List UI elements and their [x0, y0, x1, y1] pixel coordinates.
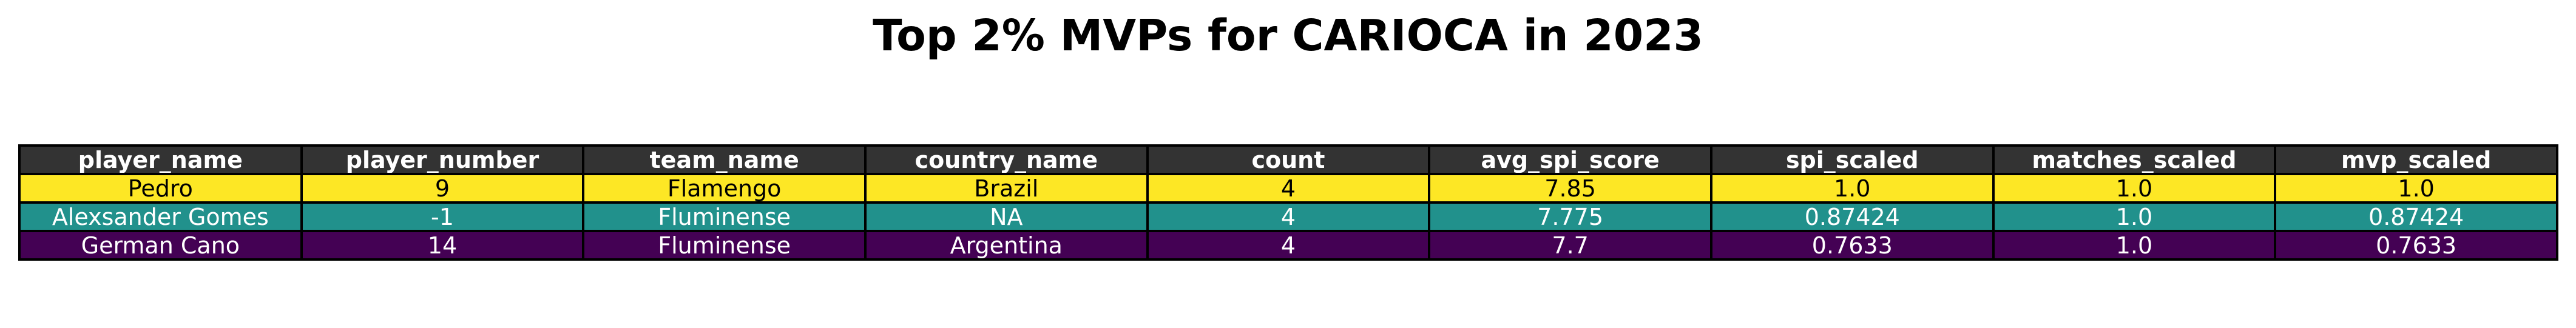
cell-player-number: -1: [300, 201, 585, 232]
table-row: Alexsander Gomes -1 Fluminense NA 4 7.77…: [18, 201, 2558, 232]
mvp-table-container: player_name player_number team_name coun…: [18, 144, 2558, 261]
cell-team-name: Fluminense: [582, 230, 867, 261]
cell-country-name: Brazil: [864, 173, 1149, 204]
header-mvp-scaled: mvp_scaled: [2274, 144, 2558, 175]
cell-mvp-scaled: 0.87424: [2274, 201, 2558, 232]
header-player-name: player_name: [18, 144, 303, 175]
cell-count: 4: [1146, 201, 1431, 232]
cell-spi-scaled: 0.7633: [1709, 230, 1995, 261]
cell-matches-scaled: 1.0: [1992, 173, 2277, 204]
table-row: Pedro 9 Flamengo Brazil 4 7.85 1.0 1.0 1…: [18, 173, 2558, 204]
cell-spi-scaled: 1.0: [1709, 173, 1995, 204]
cell-player-name: German Cano: [18, 230, 303, 261]
header-player-number: player_number: [300, 144, 585, 175]
cell-avg-spi-score: 7.85: [1428, 173, 1712, 204]
cell-player-number: 9: [300, 173, 585, 204]
cell-country-name: NA: [864, 201, 1149, 232]
table-header-row: player_name player_number team_name coun…: [18, 144, 2558, 175]
header-count: count: [1146, 144, 1431, 175]
header-spi-scaled: spi_scaled: [1709, 144, 1995, 175]
cell-player-name: Pedro: [18, 173, 303, 204]
cell-mvp-scaled: 0.7633: [2274, 230, 2558, 261]
cell-team-name: Fluminense: [582, 201, 867, 232]
cell-matches-scaled: 1.0: [1992, 230, 2277, 261]
table-row: German Cano 14 Fluminense Argentina 4 7.…: [18, 230, 2558, 261]
cell-player-name: Alexsander Gomes: [18, 201, 303, 232]
cell-avg-spi-score: 7.775: [1428, 201, 1712, 232]
cell-country-name: Argentina: [864, 230, 1149, 261]
mvp-table: player_name player_number team_name coun…: [18, 144, 2558, 261]
cell-player-number: 14: [300, 230, 585, 261]
cell-mvp-scaled: 1.0: [2274, 173, 2558, 204]
header-avg-spi-score: avg_spi_score: [1428, 144, 1712, 175]
cell-matches-scaled: 1.0: [1992, 201, 2277, 232]
header-country-name: country_name: [864, 144, 1149, 175]
header-matches-scaled: matches_scaled: [1992, 144, 2277, 175]
cell-count: 4: [1146, 173, 1431, 204]
cell-count: 4: [1146, 230, 1431, 261]
cell-avg-spi-score: 7.7: [1428, 230, 1712, 261]
header-team-name: team_name: [582, 144, 867, 175]
chart-title: Top 2% MVPs for CARIOCA in 2023: [873, 10, 1703, 61]
cell-spi-scaled: 0.87424: [1709, 201, 1995, 232]
cell-team-name: Flamengo: [582, 173, 867, 204]
